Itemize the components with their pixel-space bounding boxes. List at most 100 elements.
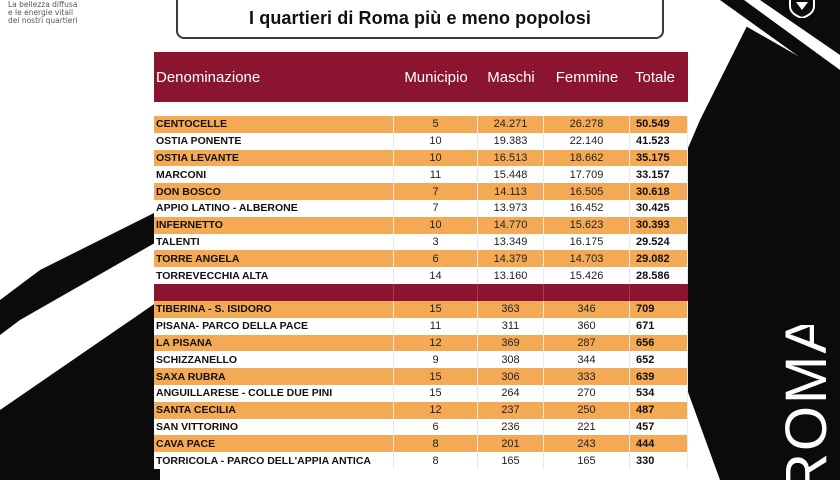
cell-denominazione: TIBERINA - S. ISIDORO bbox=[154, 300, 394, 318]
header-gap bbox=[154, 102, 688, 116]
table-row: SANTA CECILIA 12 237 250 487 bbox=[154, 401, 688, 419]
cell-municipio: 5 bbox=[394, 116, 478, 133]
cell-denominazione: SANTA CECILIA bbox=[154, 401, 394, 419]
table-row: LA PISANA 12 369 287 656 bbox=[154, 334, 688, 352]
cell-totale: 487 bbox=[630, 401, 688, 419]
table-row: DON BOSCO 7 14.113 16.505 30.618 bbox=[154, 183, 688, 200]
cell-denominazione: CENTOCELLE bbox=[154, 116, 394, 133]
cell-totale: 50.549 bbox=[630, 116, 688, 133]
cell-femmine: 17.709 bbox=[544, 166, 630, 184]
cell-femmine: 16.175 bbox=[544, 233, 630, 251]
background-graphic bbox=[0, 0, 840, 480]
section-separator bbox=[154, 283, 688, 301]
cell-municipio: 10 bbox=[394, 216, 478, 234]
cell-maschi: 264 bbox=[478, 384, 544, 402]
cell-municipio: 9 bbox=[394, 351, 478, 369]
cell-totale: 29.524 bbox=[630, 233, 688, 251]
table-row: TORRICOLA - PARCO DELL'APPIA ANTICA 8 165 1… bbox=[154, 452, 688, 469]
cell-totale: 709 bbox=[630, 300, 688, 318]
bottom-rows: TIBERINA - S. ISIDORO 15 363 346 709 PISANA- … bbox=[154, 300, 688, 469]
cell-denominazione: LA PISANA bbox=[154, 334, 394, 352]
cell-totale: 534 bbox=[630, 384, 688, 402]
table-row: APPIO LATINO - ALBERONE 7 13.973 16.452 30.4… bbox=[154, 199, 688, 217]
cell-maschi: 237 bbox=[478, 401, 544, 419]
header-femmine: Femmine bbox=[555, 68, 619, 86]
cell-totale: 671 bbox=[630, 317, 688, 335]
cell-femmine: 287 bbox=[544, 334, 630, 352]
cell-totale: 41.523 bbox=[630, 132, 688, 150]
cell-femmine: 18.662 bbox=[544, 149, 630, 167]
table-row: SAN VITTORINO 6 236 221 457 bbox=[154, 418, 688, 436]
cell-denominazione: APPIO LATINO - ALBERONE bbox=[154, 199, 394, 217]
table-row: OSTIA PONENTE 10 19.383 22.140 41.523 bbox=[154, 132, 688, 150]
cell-maschi: 165 bbox=[478, 452, 544, 469]
table-row: OSTIA LEVANTE 10 16.513 18.662 35.175 bbox=[154, 149, 688, 167]
cell-municipio: 10 bbox=[394, 132, 478, 150]
table-row: CENTOCELLE 5 24.271 26.278 50.549 bbox=[154, 116, 688, 133]
cell-municipio: 12 bbox=[394, 401, 478, 419]
cell-femmine: 333 bbox=[544, 368, 630, 385]
cell-totale: 457 bbox=[630, 418, 688, 436]
cell-municipio: 15 bbox=[394, 384, 478, 402]
table-row: SCHIZZANELLO 9 308 344 652 bbox=[154, 351, 688, 369]
cell-maschi: 14.770 bbox=[478, 216, 544, 234]
cell-municipio: 15 bbox=[394, 300, 478, 318]
cell-maschi: 201 bbox=[478, 435, 544, 453]
cell-maschi: 16.513 bbox=[478, 149, 544, 167]
cell-municipio: 7 bbox=[394, 199, 478, 217]
cell-totale: 30.425 bbox=[630, 199, 688, 217]
cell-municipio: 14 bbox=[394, 267, 478, 284]
cell-totale: 656 bbox=[630, 334, 688, 352]
cell-totale: 652 bbox=[630, 351, 688, 369]
cell-femmine: 243 bbox=[544, 435, 630, 453]
table-header: Denominazione Municipio Maschi Femmine T… bbox=[154, 52, 688, 102]
cell-totale: 444 bbox=[630, 435, 688, 453]
cell-municipio: 12 bbox=[394, 334, 478, 352]
cell-denominazione: TORRICOLA - PARCO DELL'APPIA ANTICA bbox=[154, 452, 394, 469]
header-denominazione: Denominazione bbox=[156, 68, 261, 86]
page-title: I quartieri di Roma più e meno popolosi bbox=[249, 8, 591, 28]
cell-maschi: 369 bbox=[478, 334, 544, 352]
cell-denominazione: OSTIA LEVANTE bbox=[154, 149, 394, 167]
cell-municipio: 6 bbox=[394, 250, 478, 268]
cell-femmine: 16.452 bbox=[544, 199, 630, 217]
table-row: SAXA RUBRA 15 306 333 639 bbox=[154, 368, 688, 385]
cell-maschi: 363 bbox=[478, 300, 544, 318]
table-row: INFERNETTO 10 14.770 15.623 30.393 bbox=[154, 216, 688, 234]
cell-femmine: 165 bbox=[544, 452, 630, 469]
cell-femmine: 22.140 bbox=[544, 132, 630, 150]
cell-denominazione: DON BOSCO bbox=[154, 183, 394, 200]
cell-denominazione: OSTIA PONENTE bbox=[154, 132, 394, 150]
cell-maschi: 13.973 bbox=[478, 199, 544, 217]
cell-denominazione: TORREVECCHIA ALTA bbox=[154, 267, 394, 284]
brand-tagline: La bellezza diffusa e le energie vitali … bbox=[8, 1, 78, 25]
table-row: TALENTI 3 13.349 16.175 29.524 bbox=[154, 233, 688, 251]
cell-denominazione: TALENTI bbox=[154, 233, 394, 251]
cell-denominazione: SAXA RUBRA bbox=[154, 368, 394, 385]
cell-maschi: 14.379 bbox=[478, 250, 544, 268]
cell-denominazione: PISANA- PARCO DELLA PACE bbox=[154, 317, 394, 335]
cell-denominazione: MARCONI bbox=[154, 166, 394, 184]
cell-municipio: 6 bbox=[394, 418, 478, 436]
cell-totale: 639 bbox=[630, 368, 688, 385]
cell-femmine: 16.505 bbox=[544, 183, 630, 200]
svg-text:ROMA: ROMA bbox=[774, 325, 839, 495]
cell-denominazione: CAVA PACE bbox=[154, 435, 394, 453]
cell-femmine: 26.278 bbox=[544, 116, 630, 133]
cell-femmine: 221 bbox=[544, 418, 630, 436]
cell-municipio: 3 bbox=[394, 233, 478, 251]
roma-side-text: ROMA bbox=[774, 325, 839, 495]
population-table: Denominazione Municipio Maschi Femmine T… bbox=[154, 52, 688, 469]
cell-municipio: 8 bbox=[394, 452, 478, 469]
tagline-line-1: La bellezza diffusa bbox=[8, 0, 78, 9]
cell-denominazione: ANGUILLARESE - COLLE DUE PINI bbox=[154, 384, 394, 402]
cell-femmine: 360 bbox=[544, 317, 630, 335]
cell-maschi: 15.448 bbox=[478, 166, 544, 184]
roma-crest-icon bbox=[789, 0, 815, 18]
cell-totale: 28.586 bbox=[630, 267, 688, 284]
cell-totale: 30.618 bbox=[630, 183, 688, 200]
cell-totale: 30.393 bbox=[630, 216, 688, 234]
table-row: PISANA- PARCO DELLA PACE 11 311 360 671 bbox=[154, 317, 688, 335]
table-row: TORRE ANGELA 6 14.379 14.703 29.082 bbox=[154, 250, 688, 268]
table-row: TIBERINA - S. ISIDORO 15 363 346 709 bbox=[154, 300, 688, 318]
